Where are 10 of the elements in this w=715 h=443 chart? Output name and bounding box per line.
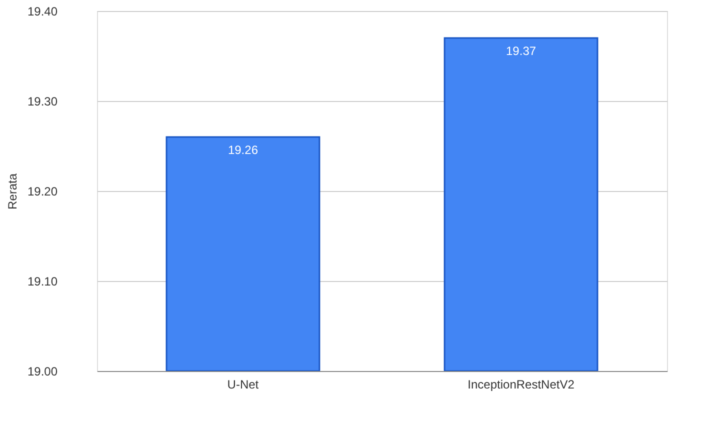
- x-tick-label: InceptionRestNetV2: [468, 378, 575, 392]
- data-label: 19.37: [506, 44, 536, 58]
- y-tick-label: 19.30: [27, 94, 58, 108]
- data-label: 19.26: [228, 143, 258, 157]
- x-tick-label: U-Net: [227, 378, 260, 392]
- y-tick-label: 19.40: [27, 4, 58, 18]
- y-tick-label: 19.00: [27, 364, 58, 378]
- y-axis-title: Rerata: [5, 173, 20, 210]
- y-tick-label: 19.20: [27, 184, 58, 198]
- y-tick-label: 19.10: [27, 274, 58, 288]
